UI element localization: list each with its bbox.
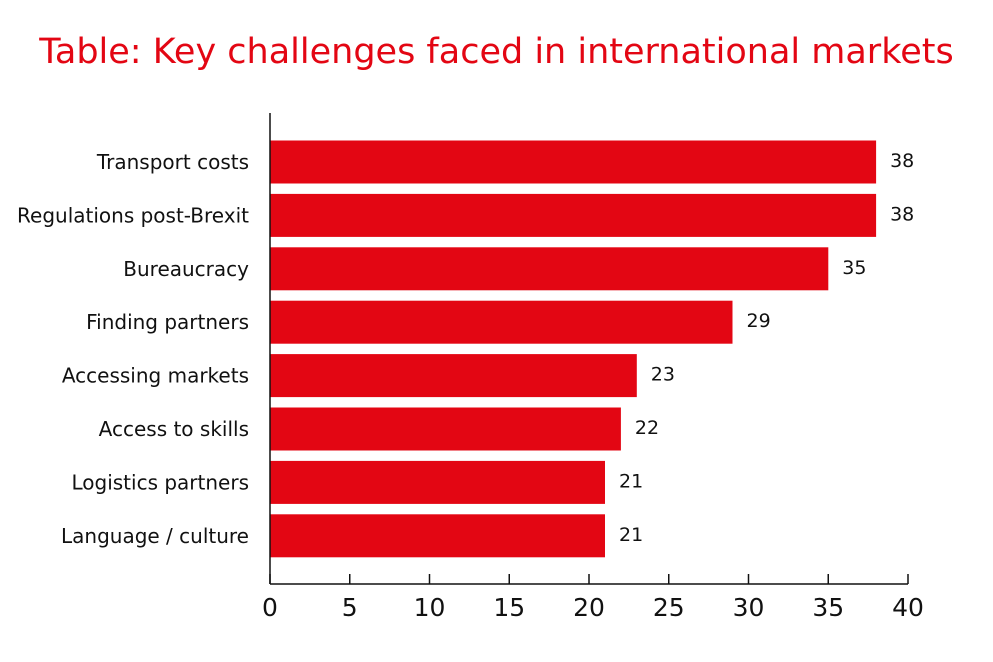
x-tick-label: 15 bbox=[493, 593, 525, 622]
value-label: 38 bbox=[890, 150, 914, 172]
value-label: 21 bbox=[619, 524, 643, 546]
x-tick-label: 35 bbox=[812, 593, 844, 622]
value-label: 29 bbox=[747, 310, 771, 332]
labels-group: Transport costs 38 Regulations post-Brexit… bbox=[17, 150, 914, 548]
x-tick-label: 25 bbox=[653, 593, 685, 622]
x-tick-label: 0 bbox=[262, 593, 278, 622]
category-label: Transport costs bbox=[96, 150, 249, 174]
value-label: 38 bbox=[890, 203, 914, 225]
bar bbox=[270, 460, 605, 504]
chart-title: Table: Key challenges faced in internati… bbox=[39, 32, 954, 72]
bar bbox=[270, 514, 605, 558]
category-label: Language / culture bbox=[61, 524, 249, 548]
x-tick-label: 30 bbox=[733, 593, 765, 622]
bar bbox=[270, 354, 637, 398]
x-tick-label: 20 bbox=[573, 593, 605, 622]
bar bbox=[270, 140, 877, 184]
value-label: 35 bbox=[842, 257, 866, 279]
category-label: Finding partners bbox=[86, 310, 249, 334]
category-label: Logistics partners bbox=[71, 470, 249, 494]
x-tick-label: 5 bbox=[342, 593, 358, 622]
axes-group: 0 5 10 15 20 25 30 35 40 bbox=[262, 113, 924, 622]
bar bbox=[270, 407, 621, 451]
bar bbox=[270, 247, 829, 291]
category-label: Bureaucracy bbox=[123, 257, 249, 281]
value-label: 23 bbox=[651, 364, 675, 386]
category-label: Access to skills bbox=[99, 417, 249, 441]
category-label: Regulations post-Brexit bbox=[17, 203, 249, 227]
value-label: 22 bbox=[635, 417, 659, 439]
bars-group bbox=[270, 140, 877, 558]
x-tick-label: 10 bbox=[414, 593, 446, 622]
x-tick-label: 40 bbox=[892, 593, 924, 622]
value-label: 21 bbox=[619, 470, 643, 492]
bar bbox=[270, 193, 877, 237]
bar bbox=[270, 300, 733, 344]
category-label: Accessing markets bbox=[62, 364, 249, 388]
